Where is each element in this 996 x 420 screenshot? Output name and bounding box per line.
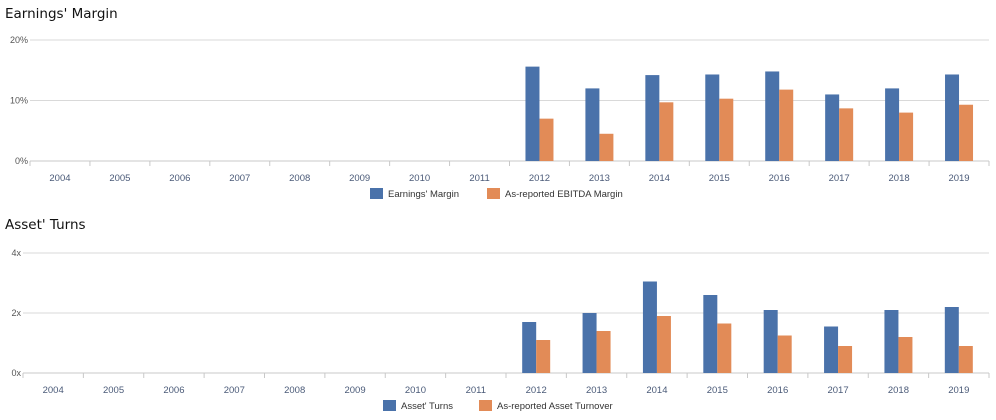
y-tick-label: 0x	[11, 368, 21, 378]
y-tick-label: 0%	[15, 156, 28, 166]
x-tick-label: 2012	[526, 385, 547, 396]
x-tick-label: 2017	[829, 173, 850, 184]
x-tick-label: 2007	[229, 173, 250, 184]
bar	[838, 346, 853, 373]
x-tick-label: 2013	[589, 173, 610, 184]
bar	[659, 102, 674, 161]
x-tick-label: 2004	[43, 385, 64, 396]
legend-label: Earnings' Margin	[388, 189, 459, 200]
bar	[539, 118, 554, 161]
y-tick-label: 10%	[10, 96, 28, 106]
bar	[824, 326, 839, 373]
bar	[642, 281, 657, 373]
legend-label: As-reported EBITDA Margin	[505, 189, 623, 200]
asset-turns-chart: Asset' Turns 0x 2x 4x 2004 2005 2006 2007 2008 20…	[5, 217, 990, 412]
x-tick-label: 2011	[466, 385, 486, 396]
x-tick-label: 2019	[948, 385, 969, 396]
legend-swatch	[479, 400, 492, 411]
bar	[899, 112, 914, 161]
x-tick-label: 2016	[767, 385, 788, 396]
x-tick-label: 2009	[344, 385, 365, 396]
bar	[959, 104, 974, 161]
x-tick-label: 2017	[827, 385, 848, 396]
bar	[779, 89, 794, 161]
legend-swatch	[370, 188, 383, 199]
bar	[885, 88, 900, 161]
x-tick-label: 2014	[649, 173, 670, 184]
x-tick-label: 2008	[284, 385, 305, 396]
legend-swatch	[383, 400, 396, 411]
x-tick-label: 2015	[707, 385, 728, 396]
legend-swatch	[487, 188, 500, 199]
x-tick-label: 2004	[49, 173, 70, 184]
x-tick-label: 2006	[169, 173, 190, 184]
x-tick-label: 2016	[769, 173, 790, 184]
bar	[944, 307, 959, 373]
x-tick-label: 2015	[709, 173, 730, 184]
bar	[777, 335, 792, 373]
chart-title: Earnings' Margin	[5, 6, 118, 22]
bar	[582, 313, 597, 373]
bar	[703, 295, 718, 373]
x-tick-label: 2010	[409, 173, 430, 184]
bar	[763, 310, 778, 373]
bar	[656, 316, 671, 373]
legend-label: As-reported Asset Turnover	[497, 401, 613, 412]
bar	[596, 331, 611, 373]
bar	[839, 108, 854, 161]
bar	[536, 340, 551, 373]
x-tick-label: 2009	[349, 173, 370, 184]
x-tick-label: 2005	[109, 173, 130, 184]
x-tick-label: 2014	[646, 385, 667, 396]
x-tick-label: 2011	[469, 173, 489, 184]
y-tick-label: 2x	[11, 308, 21, 318]
bar	[522, 322, 537, 373]
bar	[705, 74, 720, 161]
y-tick-label: 4x	[11, 248, 21, 258]
bar	[599, 133, 614, 161]
chart-title: Asset' Turns	[5, 217, 86, 233]
x-tick-label: 2010	[405, 385, 426, 396]
bar	[585, 88, 600, 161]
bar	[898, 337, 913, 373]
bar	[717, 323, 732, 373]
legend-label: Asset' Turns	[401, 401, 453, 412]
x-tick-label: 2013	[586, 385, 607, 396]
earnings-margin-chart: Earnings' Margin 0% 10% 20% 2004 2005 2006 2007…	[5, 6, 990, 200]
y-tick-label: 20%	[10, 35, 28, 45]
bar	[884, 310, 899, 373]
bar	[765, 71, 780, 161]
bar	[825, 94, 840, 161]
x-tick-label: 2007	[224, 385, 245, 396]
bar	[958, 346, 973, 373]
bar	[945, 74, 960, 161]
x-tick-label: 2008	[289, 173, 310, 184]
x-tick-label: 2019	[948, 173, 969, 184]
x-tick-label: 2012	[529, 173, 550, 184]
x-tick-label: 2018	[888, 385, 909, 396]
x-tick-label: 2005	[103, 385, 124, 396]
bar	[719, 98, 734, 161]
bar	[525, 66, 540, 161]
x-tick-label: 2006	[163, 385, 184, 396]
bar	[645, 75, 660, 161]
x-tick-label: 2018	[889, 173, 910, 184]
